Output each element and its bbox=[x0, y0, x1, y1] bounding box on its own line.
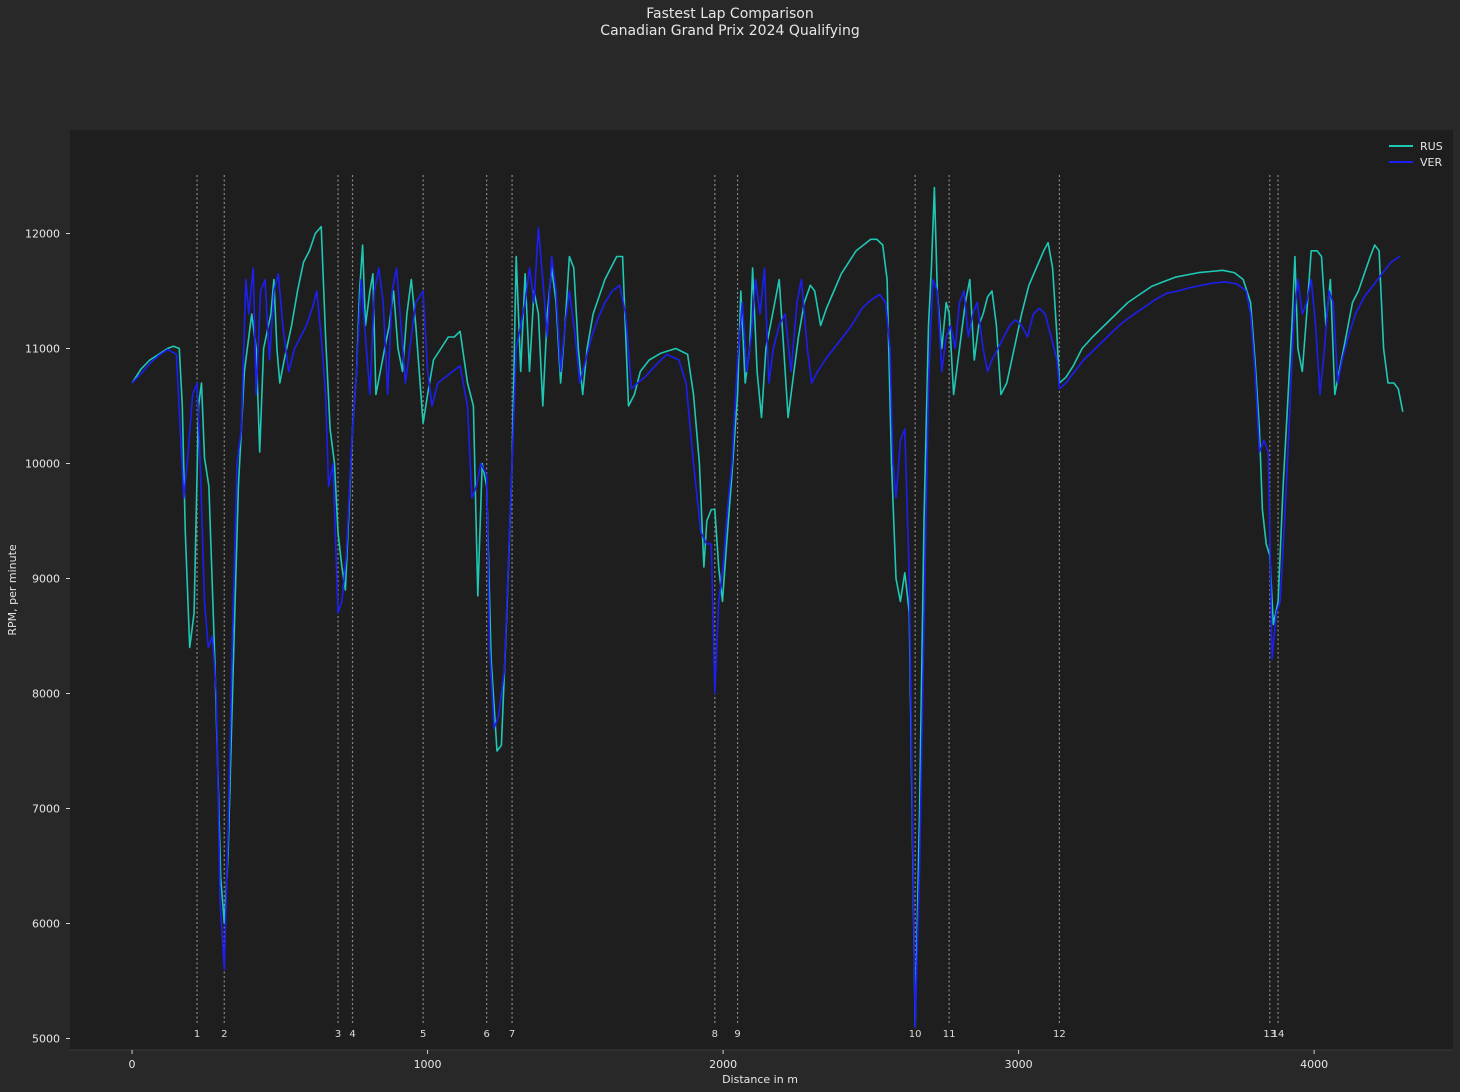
corner-label-8: 8 bbox=[712, 1029, 718, 1040]
y-tick-label-7000: 7000 bbox=[32, 803, 60, 816]
y-tick-label-8000: 8000 bbox=[32, 688, 60, 701]
legend-label-rus: RUS bbox=[1420, 140, 1443, 153]
y-axis-ticks: 5000 6000 7000 8000 9000 10000 11000 12000 bbox=[25, 228, 70, 1046]
corner-label-7: 7 bbox=[509, 1029, 515, 1040]
corner-label-6: 6 bbox=[483, 1029, 489, 1040]
x-tick-label-0: 0 bbox=[129, 1058, 136, 1071]
chart-title: Fastest Lap Comparison Canadian Grand Pr… bbox=[0, 6, 1460, 40]
y-tick-label-10000: 10000 bbox=[25, 458, 60, 471]
corner-label-9: 9 bbox=[734, 1029, 740, 1040]
x-axis-title: Distance in m bbox=[722, 1073, 798, 1086]
x-axis-ticks: 0 1000 2000 3000 4000 bbox=[129, 1050, 1328, 1071]
y-tick-label-5000: 5000 bbox=[32, 1033, 60, 1046]
series-line-rus bbox=[131, 186, 1404, 1028]
plot-area-background bbox=[70, 130, 1453, 1050]
legend-box bbox=[1379, 135, 1449, 175]
y-tick-label-6000: 6000 bbox=[32, 918, 60, 931]
legend: RUS VER bbox=[1379, 135, 1449, 175]
corner-label-14: 14 bbox=[1272, 1029, 1285, 1040]
legend-label-ver: VER bbox=[1420, 156, 1442, 169]
corner-label-11: 11 bbox=[943, 1029, 956, 1040]
chart-title-line-1: Fastest Lap Comparison bbox=[646, 6, 814, 22]
corner-label-1: 1 bbox=[194, 1029, 200, 1040]
y-tick-label-9000: 9000 bbox=[32, 573, 60, 586]
y-tick-label-12000: 12000 bbox=[25, 228, 60, 241]
x-tick-label-2000: 2000 bbox=[709, 1058, 737, 1071]
x-tick-label-1000: 1000 bbox=[414, 1058, 442, 1071]
series-lines bbox=[131, 186, 1404, 1028]
y-axis-title: RPM, per minute bbox=[6, 544, 19, 636]
chart-title-line-2: Canadian Grand Prix 2024 Qualifying bbox=[600, 23, 860, 39]
x-tick-label-3000: 3000 bbox=[1005, 1058, 1033, 1071]
corner-label-4: 4 bbox=[349, 1029, 355, 1040]
corner-label-2: 2 bbox=[221, 1029, 227, 1040]
corner-label-3: 3 bbox=[335, 1029, 341, 1040]
corner-label-13: 13 bbox=[1263, 1029, 1276, 1040]
x-tick-label-4000: 4000 bbox=[1300, 1058, 1328, 1071]
y-tick-label-11000: 11000 bbox=[25, 343, 60, 356]
corner-label-10: 10 bbox=[909, 1029, 922, 1040]
series-line-ver bbox=[131, 227, 1401, 1028]
corner-label-5: 5 bbox=[420, 1029, 426, 1040]
corner-label-12: 12 bbox=[1053, 1029, 1066, 1040]
